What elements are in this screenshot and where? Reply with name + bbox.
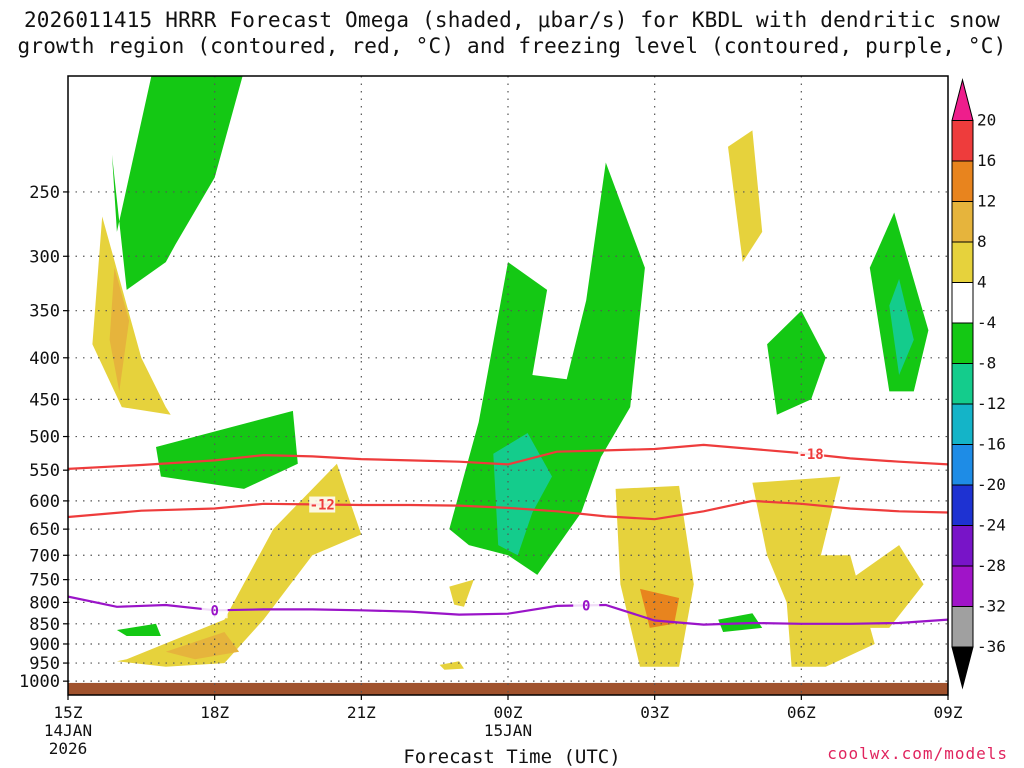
y-tick-label-900: 900 xyxy=(29,635,60,655)
colorbar-label-11: -28 xyxy=(977,556,1006,575)
omega-region-1 xyxy=(156,410,298,489)
y-tick-label-350: 350 xyxy=(29,302,60,322)
colorbar-segment-10 xyxy=(951,484,974,526)
contour-label-bg-0-0 xyxy=(309,496,336,513)
omega-region-12 xyxy=(728,130,763,263)
colorbar-segment-1 xyxy=(951,120,974,162)
colorbar-label-10: -24 xyxy=(977,516,1006,535)
colorbar-segment-12 xyxy=(951,565,974,607)
contour-line-0 xyxy=(68,499,948,521)
omega-region-13 xyxy=(767,310,826,415)
omega-region-19 xyxy=(439,661,464,670)
colorbar-segment-7 xyxy=(951,363,974,405)
omega-region-15 xyxy=(889,279,914,375)
omega-region-11 xyxy=(850,545,924,628)
y-tick-label-400: 400 xyxy=(29,349,60,369)
omega-region-4 xyxy=(116,463,362,667)
colorbar-segment-6 xyxy=(951,322,974,364)
colorbar-segment-4 xyxy=(951,241,974,283)
y-tick-label-600: 600 xyxy=(29,492,60,512)
colorbar-segment-8 xyxy=(951,403,974,445)
contour-label-bg-1-0 xyxy=(798,446,825,463)
colorbar-segment-2 xyxy=(951,160,974,202)
colorbar-segment-9 xyxy=(951,444,974,486)
y-tick-label-750: 750 xyxy=(29,571,60,591)
colorbar: 20 16 12 8 4 -4 -8 -12 -16 -20 -24 -28 -32 -36 xyxy=(951,78,1006,690)
colorbar-segment-3 xyxy=(951,201,974,243)
x-tick-label-21Z: 21Z xyxy=(347,703,376,722)
x-tick-label-03Z: 03Z xyxy=(640,703,669,722)
y-tick-label-300: 300 xyxy=(29,247,60,267)
contour-label-bg-2-0 xyxy=(201,602,228,619)
colorbar-label-0: 20 xyxy=(977,111,996,130)
x-tick-date-00Z: 15JAN xyxy=(484,721,532,740)
contour-label-2-0: 0 xyxy=(210,603,218,619)
colorbar-label-7: -12 xyxy=(977,394,1006,413)
y-tick-label-950: 950 xyxy=(29,654,60,674)
y-tick-label-650: 650 xyxy=(29,520,60,540)
x-tick-label-15Z: 15Z xyxy=(54,703,83,722)
x-tick-label-00Z: 00Z xyxy=(494,703,523,722)
omega-region-6 xyxy=(449,162,645,575)
colorbar-label-9: -20 xyxy=(977,475,1006,494)
contour-layer: -12 -18 0 0 xyxy=(68,443,948,626)
y-tick-label-700: 700 xyxy=(29,546,60,566)
x-tick-label-18Z: 18Z xyxy=(200,703,229,722)
colorbar-label-8: -16 xyxy=(977,435,1006,454)
omega-region-16 xyxy=(116,623,161,636)
colorbar-segment-11 xyxy=(951,525,974,567)
y-tick-label-450: 450 xyxy=(29,390,60,410)
colorbar-segment-13 xyxy=(951,606,974,648)
y-tick-label-250: 250 xyxy=(29,183,60,203)
chart-title-line-2: growth region (contoured, red, °C) and f… xyxy=(17,34,1007,58)
ground-surface xyxy=(68,682,948,695)
y-tick-label-500: 500 xyxy=(29,428,60,448)
omega-region-17 xyxy=(449,579,474,607)
colorbar-bottom-arrow xyxy=(951,646,974,690)
contour-label-1-0: -18 xyxy=(798,447,823,463)
omega-shading-layer xyxy=(68,76,948,695)
x-tick-year-15Z: 2026 xyxy=(49,739,88,758)
y-tick-label-1000: 1000 xyxy=(19,672,60,692)
colorbar-label-4: 4 xyxy=(977,273,987,292)
contour-label-2-1: 0 xyxy=(582,598,590,614)
colorbar-label-3: 8 xyxy=(977,232,987,251)
y-tick-label-850: 850 xyxy=(29,615,60,635)
y-axis: 2503003504004505005506006507007508008509… xyxy=(19,183,68,692)
colorbar-label-2: 12 xyxy=(977,192,996,211)
contour-label-bg-2-1 xyxy=(573,597,600,614)
site-credit[interactable]: coolwx.com/models xyxy=(827,744,1008,763)
omega-region-5 xyxy=(165,632,240,660)
colorbar-label-1: 16 xyxy=(977,151,996,170)
contour-label-0-0: -12 xyxy=(310,498,335,514)
colorbar-label-13: -36 xyxy=(977,637,1006,656)
y-tick-label-800: 800 xyxy=(29,593,60,613)
y-tick-label-550: 550 xyxy=(29,461,60,481)
omega-region-2 xyxy=(92,216,171,415)
colorbar-label-12: -32 xyxy=(977,597,1006,616)
omega-region-10 xyxy=(752,476,875,667)
x-axis-label: Forecast Time (UTC) xyxy=(403,746,621,768)
x-tick-date-15Z: 14JAN xyxy=(44,721,92,740)
x-tick-label-09Z: 09Z xyxy=(934,703,963,722)
colorbar-label-6: -8 xyxy=(977,354,996,373)
x-tick-label-06Z: 06Z xyxy=(787,703,816,722)
colorbar-label-5: -4 xyxy=(977,313,996,332)
chart-title-line-1: 2026011415 HRRR Forecast Omega (shaded, … xyxy=(23,8,1001,32)
colorbar-top-arrow xyxy=(951,78,974,121)
omega-region-0 xyxy=(112,76,243,290)
colorbar-segment-5 xyxy=(951,282,974,324)
omega-region-3 xyxy=(109,267,130,392)
